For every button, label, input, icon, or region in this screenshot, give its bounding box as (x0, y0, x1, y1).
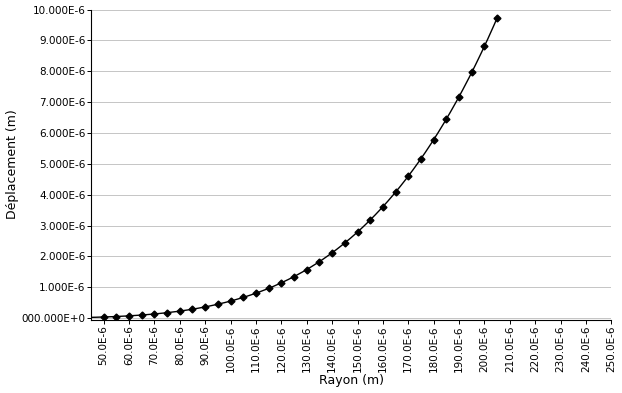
Y-axis label: Déplacement (m): Déplacement (m) (6, 110, 19, 219)
X-axis label: Rayon (m): Rayon (m) (318, 375, 384, 387)
